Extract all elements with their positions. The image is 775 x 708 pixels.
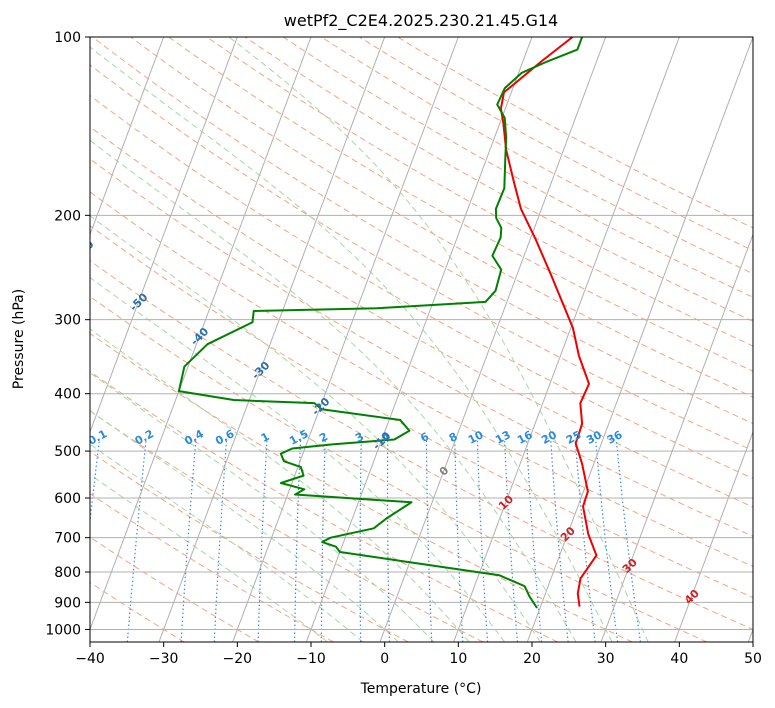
mixing-ratio-line <box>550 440 569 642</box>
mixing-ratio-line <box>320 440 326 642</box>
x-tick-label: 0 <box>380 651 389 667</box>
isotherm-line <box>674 430 753 642</box>
isotherm-line <box>232 37 459 642</box>
mixing-ratio-line <box>595 440 619 642</box>
isotherm-line <box>379 37 607 642</box>
mixing-ratio-label: 36 <box>605 428 625 447</box>
x-tick-label: 50 <box>744 651 762 667</box>
plot-area: 0.10.20.40.611.52346810131620253036-100-… <box>20 37 753 642</box>
isotherm-label: -70 <box>20 184 43 207</box>
dry-adiabat <box>90 295 708 642</box>
x-tick-label: 30 <box>597 651 615 667</box>
x-tick-label: 20 <box>523 651 541 667</box>
y-tick-label: 300 <box>54 313 81 329</box>
x-tick-label: −40 <box>75 651 105 667</box>
x-axis-label: Temperature (°C) <box>360 681 482 697</box>
isotherms <box>90 37 753 642</box>
mixing-ratio-lines <box>90 440 642 642</box>
mixing-ratio-line <box>504 440 519 642</box>
y-tick-label: 200 <box>54 208 81 224</box>
x-tick-label: −20 <box>223 651 253 667</box>
y-tick-label: 900 <box>54 595 81 611</box>
moist-adiabat <box>228 37 649 642</box>
dry-adiabat <box>90 410 484 642</box>
moist-adiabat <box>90 443 364 642</box>
y-tick-label: 100 <box>54 30 81 46</box>
dry-adiabat <box>90 493 334 642</box>
mixing-ratio-line <box>476 440 489 642</box>
mixing-ratio-label: 10 <box>466 428 486 447</box>
dry-adiabat <box>90 260 753 630</box>
chart-title: wetPf2_C2E4.2025.230.21.45.G14 <box>284 11 558 31</box>
x-tick-label: 10 <box>449 651 467 667</box>
mixing-ratio-label: 13 <box>493 428 513 447</box>
x-tick-label: 40 <box>670 651 688 667</box>
mixing-ratio-line <box>526 440 543 642</box>
mixing-ratio-line <box>574 440 596 642</box>
x-axis-ticks: −40 −30 −20 −10 0 10 20 30 40 50 <box>75 642 762 667</box>
dry-adiabat <box>90 191 753 568</box>
y-tick-label: 600 <box>54 491 81 507</box>
y-axis-ticks: 100 200 300 400 500 600 700 800 900 1000 <box>45 30 90 638</box>
isotherm-line <box>90 37 165 236</box>
moist-adiabat <box>90 410 399 642</box>
plot-frame <box>89 36 754 643</box>
mixing-ratio-line <box>454 440 464 642</box>
isotherm-line <box>600 233 753 642</box>
mixing-ratio-label: 16 <box>515 428 535 447</box>
dry-adiabat <box>92 37 753 425</box>
moist-adiabat <box>90 474 328 642</box>
moist-adiabat <box>90 46 613 642</box>
mixing-ratio-line <box>126 440 147 642</box>
moist-adiabat <box>90 328 470 642</box>
moist-adiabats <box>90 37 649 642</box>
dry-adiabat <box>90 225 753 599</box>
dry-adiabat <box>90 158 753 537</box>
mixing-ratio-line <box>359 440 362 642</box>
x-tick-label: −30 <box>149 651 179 667</box>
isotherm-label: -60 <box>73 238 96 261</box>
temperature-series-line <box>499 37 598 607</box>
mixing-ratio-line <box>213 440 228 642</box>
dewpoint-series-line <box>177 37 584 609</box>
isotherm-line <box>453 37 680 642</box>
mixing-ratio-label: 30 <box>584 428 604 447</box>
mixing-ratio-line <box>425 440 433 642</box>
moist-adiabat <box>90 215 541 642</box>
isotherm-line <box>158 37 386 642</box>
y-axis-label: Pressure (hPa) <box>11 289 27 389</box>
dry-adiabat <box>282 37 753 298</box>
mixing-ratio-line <box>180 440 197 642</box>
y-tick-label: 500 <box>54 444 81 460</box>
mixing-ratio-line <box>615 440 642 642</box>
dry-adiabats <box>90 37 753 642</box>
mixing-ratio-line <box>257 440 268 642</box>
dry-adiabat <box>130 37 753 398</box>
y-tick-label: 400 <box>54 387 81 403</box>
mixing-ratio-line <box>293 440 302 642</box>
dry-adiabat <box>90 370 558 642</box>
moist-adiabat <box>90 276 506 642</box>
moist-adiabat <box>90 139 577 642</box>
dry-adiabat <box>90 126 753 508</box>
isotherm-line <box>90 37 238 434</box>
x-tick-label: −10 <box>296 651 326 667</box>
y-tick-label: 800 <box>54 565 81 581</box>
mixing-ratio-label: 25 <box>564 428 584 447</box>
y-tick-label: 700 <box>54 531 81 547</box>
dry-adiabat <box>244 37 753 322</box>
mixing-ratio-label: 20 <box>539 428 559 447</box>
isotherm-line <box>305 37 533 642</box>
dry-adiabat <box>90 536 260 642</box>
isotherm-line <box>526 37 753 642</box>
y-tick-label: 1000 <box>45 622 81 638</box>
sounding-series <box>177 37 598 609</box>
isotherm-line <box>90 37 312 631</box>
